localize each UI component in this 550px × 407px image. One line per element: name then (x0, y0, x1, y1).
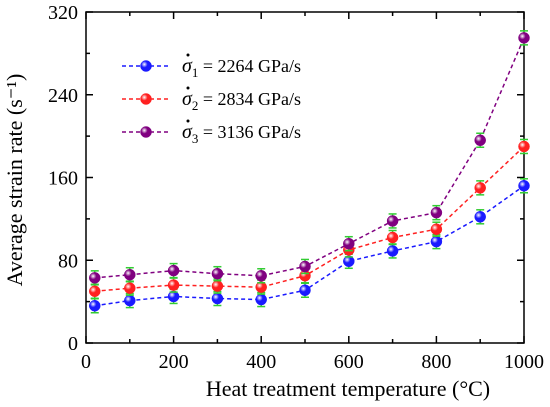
data-point (299, 284, 311, 296)
x-tick-label: 0 (81, 351, 91, 373)
legend-label: σ2 = 2834 GPa/s (182, 88, 301, 113)
y-tick-label: 240 (48, 85, 78, 107)
x-tick-label: 800 (421, 351, 451, 373)
data-point (518, 140, 530, 153)
data-point (124, 282, 136, 294)
y-tick-label: 0 (68, 333, 78, 355)
data-point (299, 260, 311, 273)
y-tick-label: 160 (48, 168, 78, 190)
data-point (430, 206, 443, 219)
data-point (386, 245, 399, 257)
x-tick-label: 200 (159, 351, 189, 373)
data-point (430, 235, 443, 248)
x-tick-label: 1000 (504, 351, 544, 373)
data-point (255, 293, 267, 306)
series-line (94, 37, 525, 279)
data-point (211, 267, 224, 280)
legend-dot-accent (186, 119, 190, 123)
data-point (167, 264, 180, 277)
data-point (89, 272, 101, 284)
data-point (343, 237, 355, 250)
data-point (89, 300, 101, 312)
data-point (386, 231, 399, 244)
data-point (386, 215, 399, 227)
legend-marker (140, 93, 152, 105)
x-tick-label: 600 (334, 351, 364, 373)
legend-dot-accent (186, 53, 190, 57)
data-point (89, 285, 101, 298)
y-axis-title: Average strain rate (s⁻¹) (2, 74, 27, 287)
data-point (430, 223, 443, 235)
data-point (211, 292, 224, 305)
legend-marker (140, 126, 152, 138)
data-point (211, 280, 224, 292)
data-point (124, 294, 136, 307)
data-point (518, 180, 530, 192)
data-point (167, 279, 180, 291)
data-point (518, 32, 530, 44)
y-tick-label: 80 (58, 250, 78, 272)
data-point (474, 134, 486, 147)
data-point (124, 268, 136, 281)
legend-label: σ3 = 3136 GPa/s (182, 121, 301, 146)
x-axis-title: Heat treatment temperature (°C) (206, 376, 490, 401)
legend-label: σ1 = 2264 GPa/s (182, 55, 301, 80)
legend-marker (140, 60, 152, 72)
data-point (474, 182, 486, 194)
data-point (255, 270, 267, 282)
legend-dot-accent (186, 86, 190, 90)
plot-area: 0 200 400 600 800 1000 0 80 160 240 320 σ1 = 2264 G… (48, 2, 544, 373)
data-point (474, 211, 486, 223)
y-tick-label: 320 (48, 2, 78, 24)
x-tick-label: 400 (246, 351, 276, 373)
